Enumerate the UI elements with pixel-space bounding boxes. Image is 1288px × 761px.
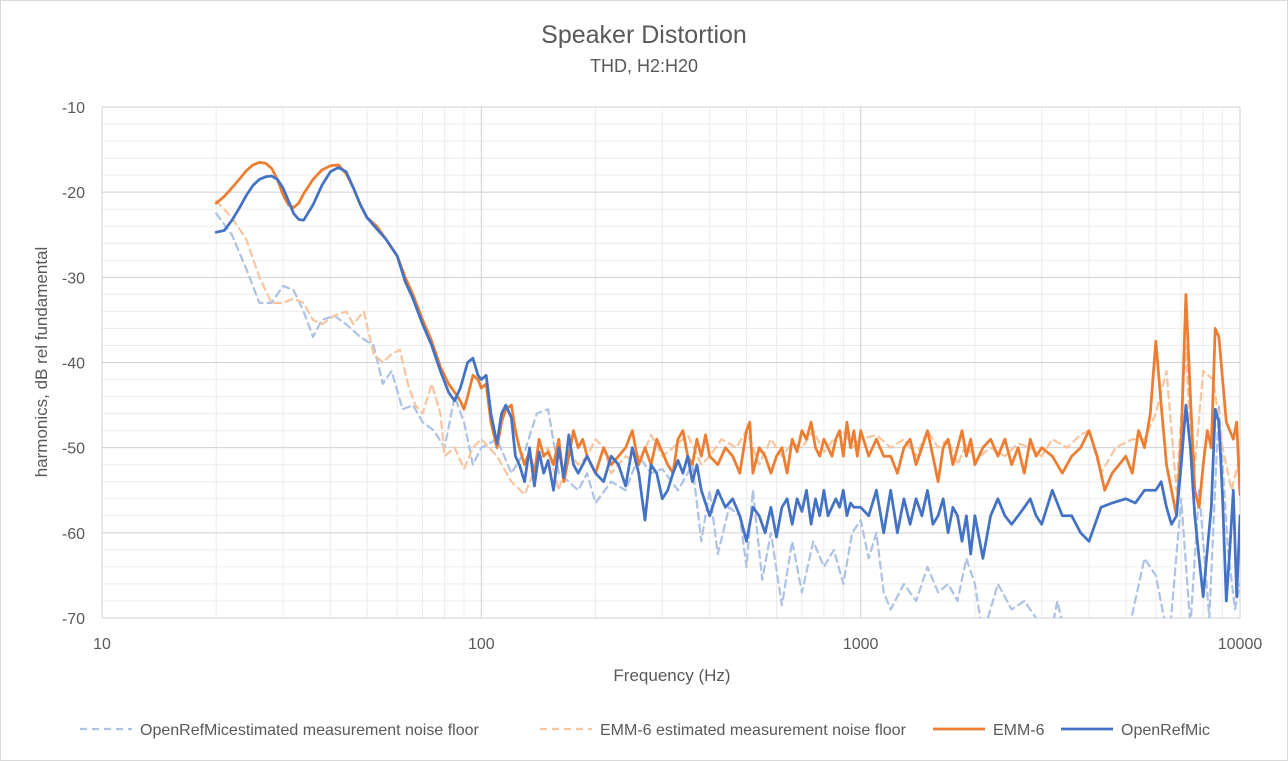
legend-label: EMM-6 estimated measurement noise floor [600, 722, 907, 739]
y-tick-label: -20 [62, 185, 85, 202]
x-tick-label: 1000 [843, 636, 879, 653]
y-tick-label: -70 [62, 611, 85, 628]
legend-label: EMM-6 [993, 722, 1045, 739]
legend: OpenRefMicestimated measurement noise fl… [80, 722, 1210, 739]
chart-subtitle: THD, H2:H20 [590, 56, 698, 76]
series-lines [214, 161, 1240, 618]
y-tick-label: -60 [62, 526, 85, 543]
y-tick-label: -30 [62, 270, 85, 287]
y-axis-label: harmonics, dB rel fundamental [32, 247, 51, 478]
y-tick-label: -10 [62, 100, 85, 117]
x-tick-label: 10000 [1218, 636, 1263, 653]
series-line-4 [214, 166, 1240, 603]
y-tick-labels: -10 -20 -30 -40 -50 -60 -70 [62, 100, 85, 628]
x-tick-label: 10 [93, 636, 111, 653]
x-tick-label: 100 [468, 636, 495, 653]
legend-label: OpenRefMic [1121, 722, 1210, 739]
x-axis-label: Frequency (Hz) [613, 666, 730, 685]
series-line-1 [215, 212, 1240, 618]
y-tick-label: -40 [62, 356, 85, 373]
legend-label: OpenRefMicestimated measurement noise fl… [140, 722, 479, 739]
chart-title: Speaker Distortion [541, 21, 747, 49]
y-tick-label: -50 [62, 441, 85, 458]
x-tick-labels: 10 100 1000 10000 [93, 636, 1262, 653]
